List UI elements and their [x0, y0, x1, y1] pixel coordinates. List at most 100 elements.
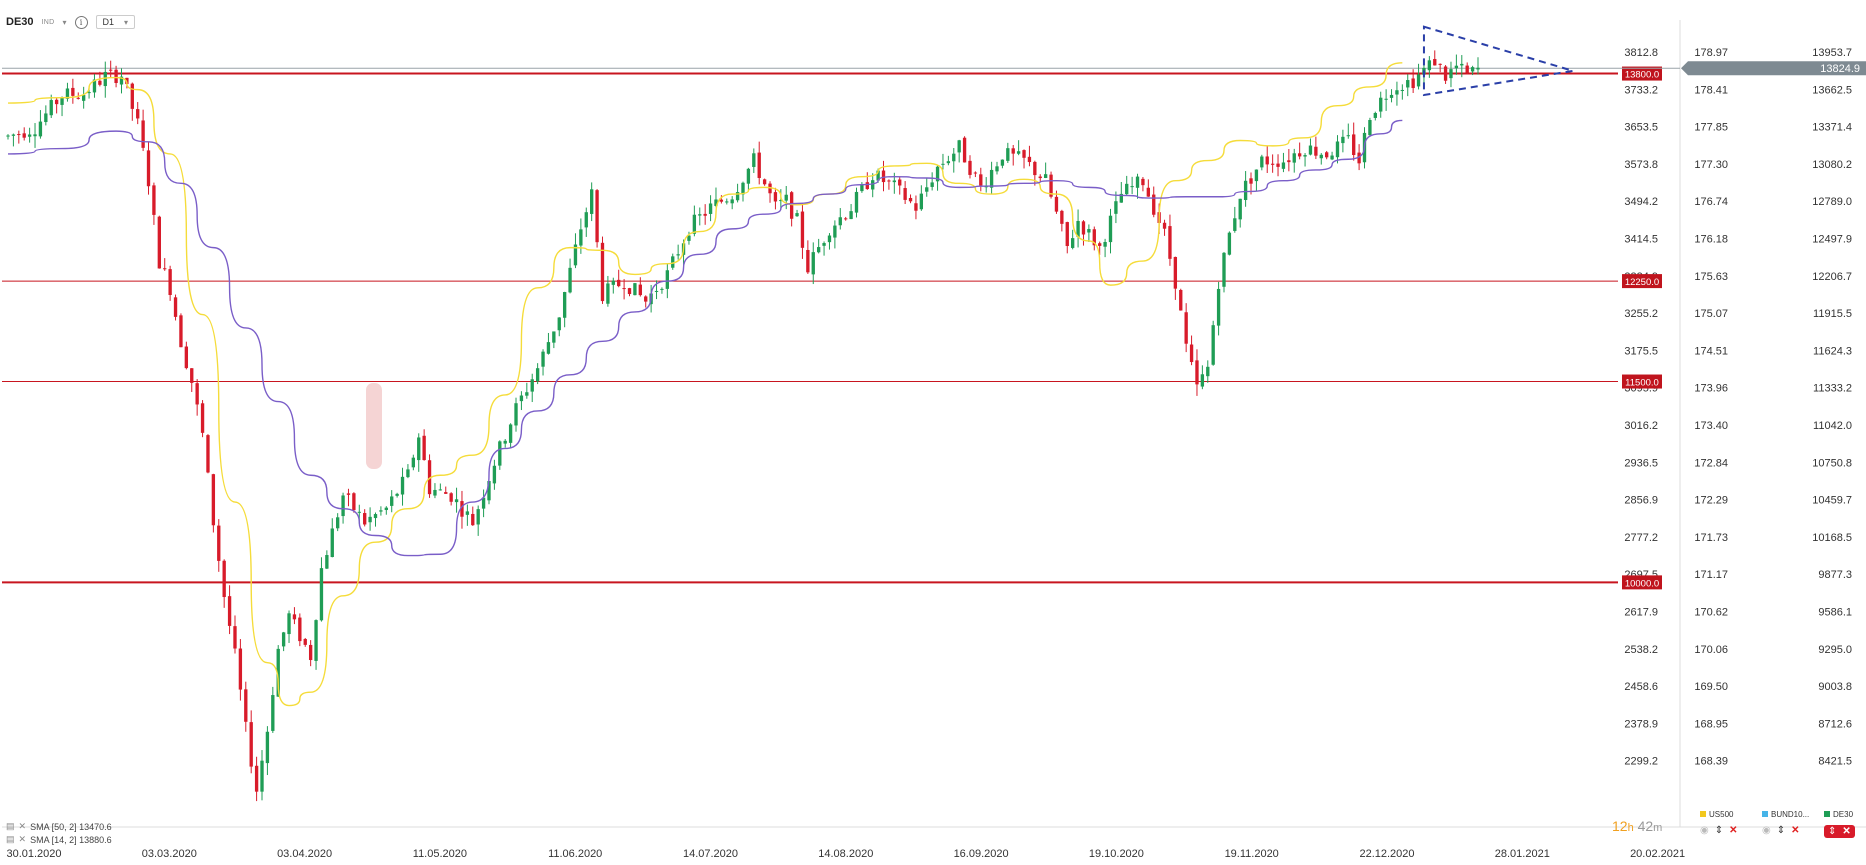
close-icon[interactable]: ✕: [1842, 826, 1851, 837]
x-axis-tick-label: 20.02.2021: [1630, 848, 1685, 860]
candle-bear: [881, 170, 886, 183]
primary-axis-tick-label: 13080.2: [1812, 159, 1852, 171]
compare-instrument-us500[interactable]: US500 ◉ ⇕ ✕: [1700, 810, 1738, 836]
us500-axis-tick-label: 2299.2: [1624, 756, 1658, 768]
candle-bull: [11, 134, 16, 136]
indicator-item[interactable]: ▤ ✕ SMA [50, 2] 13470.6: [6, 820, 112, 833]
candle-bull: [1470, 67, 1475, 72]
candle-countdown: 12h 42m: [1612, 818, 1662, 834]
swap-axis-icon[interactable]: ⇕: [1714, 825, 1724, 836]
candle-bear: [1189, 344, 1194, 363]
us500-axis-tick-label: 2856.9: [1624, 495, 1658, 507]
candle-bear: [1038, 176, 1042, 179]
candle-bull: [103, 71, 107, 87]
primary-axis-tick-label: 11333.2: [1813, 383, 1852, 395]
candle-bull: [562, 292, 567, 318]
candle-bull: [1303, 155, 1307, 157]
primary-axis-tick-label: 10168.5: [1812, 532, 1852, 544]
candle-bull: [606, 283, 610, 304]
swap-axis-icon[interactable]: ⇕: [1776, 825, 1786, 836]
candle-bull: [271, 695, 275, 731]
candle-bull: [1416, 74, 1421, 87]
candle-bear: [1146, 187, 1151, 197]
close-icon[interactable]: ✕: [1729, 825, 1738, 836]
candle-bear: [130, 83, 134, 109]
bund10-axis-tick-label: 171.17: [1694, 569, 1728, 581]
candle-bear: [449, 493, 453, 502]
eye-icon[interactable]: ◉: [1700, 825, 1709, 836]
us500-axis-tick-label: 2538.2: [1624, 644, 1658, 656]
candle-bear: [471, 513, 475, 526]
x-axis-tick-label: 11.06.2020: [548, 848, 602, 860]
us500-axis-tick-label: 2378.9: [1624, 718, 1658, 730]
candle-bull: [476, 509, 480, 525]
close-icon[interactable]: ✕: [1791, 825, 1800, 836]
compare-instrument-de30[interactable]: DE30 ⇕ ✕: [1824, 810, 1855, 838]
candle-bear: [109, 69, 113, 71]
candle-bear: [1060, 210, 1064, 224]
symbol-name[interactable]: DE30: [6, 16, 34, 28]
primary-axis-tick-label: 9295.0: [1818, 644, 1852, 656]
current-price-label: 13824.9: [1820, 63, 1860, 75]
candle-bull: [573, 244, 578, 266]
bund10-axis-tick-label: 176.74: [1694, 196, 1728, 208]
candle-bull: [1206, 366, 1210, 377]
us500-axis-tick-label: 3573.8: [1624, 159, 1658, 171]
candle-bear: [141, 120, 145, 148]
primary-axis-tick-label: 10750.8: [1812, 457, 1852, 469]
info-icon[interactable]: i: [74, 15, 88, 29]
candle-bull: [1319, 154, 1323, 159]
countdown-hours-unit: h: [1627, 822, 1634, 834]
candle-bull: [508, 424, 513, 443]
primary-axis-tick-label: 12206.7: [1812, 271, 1852, 283]
chevron-down-icon[interactable]: ▾: [62, 17, 67, 27]
x-axis-tick-label: 03.04.2020: [277, 848, 332, 860]
highlight-zone: [366, 383, 382, 469]
primary-axis-tick-label: 11624.3: [1813, 345, 1852, 357]
x-axis-tick-label: 30.01.2020: [6, 848, 61, 860]
level-label-box: [1622, 575, 1662, 590]
candle-bear: [76, 97, 80, 99]
candle-bull: [714, 199, 718, 206]
candle-bull: [849, 211, 853, 220]
candle-bull: [454, 499, 459, 503]
candle-bull: [373, 514, 378, 519]
candle-bull: [611, 280, 615, 285]
candle-bear: [622, 288, 626, 290]
candle-bear: [1162, 222, 1167, 229]
us500-axis-tick-label: 2458.6: [1624, 681, 1658, 693]
bund10-axis-tick-label: 168.95: [1694, 718, 1728, 730]
candle-bull: [1449, 69, 1453, 79]
close-icon[interactable]: ✕: [18, 821, 27, 831]
indicator-legend: ▤ ✕ SMA [50, 2] 13470.6 ▤ ✕ SMA [14, 2] …: [6, 820, 112, 846]
candle-bear: [768, 183, 772, 194]
candle-bull: [1379, 97, 1383, 112]
chart-toolbar: DE30 IND ▾ i D1 ▾: [6, 12, 136, 32]
candle-bull: [1281, 162, 1286, 169]
candle-bear: [627, 288, 632, 295]
primary-axis-tick-label: 12789.0: [1812, 196, 1852, 208]
candle-bear: [773, 192, 778, 202]
candle-bear: [22, 133, 26, 138]
eye-icon[interactable]: ◉: [1762, 825, 1771, 836]
candle-bear: [1433, 59, 1437, 66]
close-icon[interactable]: ✕: [18, 834, 27, 844]
candle-bear: [1287, 160, 1291, 163]
candle-bull: [433, 489, 437, 496]
settings-icon[interactable]: ▤: [6, 834, 15, 844]
candle-bear: [233, 626, 237, 649]
timeframe-select[interactable]: D1 ▾: [95, 15, 136, 29]
candle-bear: [152, 185, 156, 215]
bund10-axis-tick-label: 168.39: [1694, 756, 1728, 768]
settings-icon[interactable]: ▤: [6, 821, 15, 831]
candle-bear: [1443, 66, 1448, 81]
candle-bear: [1022, 150, 1026, 158]
compare-instrument-bund10[interactable]: BUND10... ◉ ⇕ ✕: [1762, 810, 1809, 836]
candle-bear: [114, 69, 118, 83]
indicator-item[interactable]: ▤ ✕ SMA [14, 2] 13880.6: [6, 833, 112, 846]
candle-bear: [238, 648, 243, 690]
swap-axis-icon[interactable]: ⇕: [1828, 826, 1837, 837]
candle-bear: [865, 182, 869, 190]
candle-bull: [81, 95, 86, 101]
